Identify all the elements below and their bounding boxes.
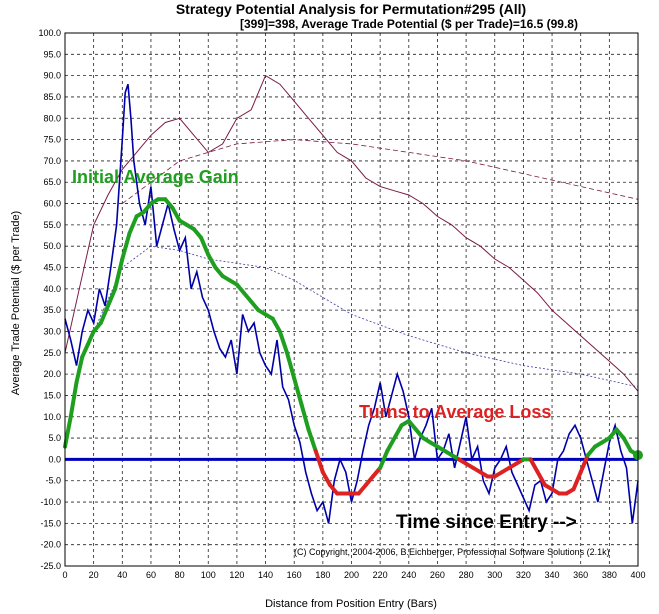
x-tick-label: 180 — [315, 570, 330, 580]
smoothed-segment-gain — [170, 205, 182, 223]
y-axis-label: Average Trade Potential ($ per Trade) — [10, 211, 22, 395]
y-tick-label: 60.0 — [43, 199, 61, 209]
x-tick-labels: 0 20 40 60 80 100 120 140 160 180 200 220 240 260 280 3… — [62, 570, 645, 580]
smoothed-segment-gain — [113, 256, 125, 291]
smoothed-segment-gain — [74, 355, 85, 385]
x-tick-label: 20 — [89, 570, 99, 580]
x-tick-label: 100 — [201, 570, 216, 580]
y-tick-label: -20.0 — [40, 540, 61, 550]
y-tick-label: 65.0 — [43, 177, 61, 187]
y-tick-labels: 100.0 95.0 90.0 85.0 80.0 75.0 70.0 65.0 60.0 55.… — [38, 28, 61, 571]
y-tick-label: -5.0 — [45, 476, 61, 486]
y-tick-label: 80.0 — [43, 113, 61, 123]
annotation-time-since-entry: Time since Entry --> — [396, 512, 577, 533]
smoothed-segment-loss — [535, 470, 547, 487]
y-tick-label: 15.0 — [43, 390, 61, 400]
y-tick-label: 85.0 — [43, 92, 61, 102]
x-tick-label: 40 — [117, 570, 127, 580]
annotation-turns-loss: Turns to Average Loss — [359, 402, 551, 422]
x-axis-label: Distance from Position Entry (Bars) — [265, 598, 437, 610]
smoothed-segment-gain — [306, 427, 318, 453]
plot-frame — [64, 32, 639, 567]
y-tick-label: 0.0 — [48, 454, 61, 464]
y-tick-label: 35.0 — [43, 305, 61, 315]
y-tick-label: 40.0 — [43, 284, 61, 294]
x-tick-label: 260 — [430, 570, 445, 580]
smoothed-segment-loss — [571, 470, 583, 492]
x-tick-label: 300 — [487, 570, 502, 580]
smoothed-segment-gain — [292, 376, 304, 406]
smoothed-segment-gain — [85, 329, 96, 347]
smoothed-segment-loss — [320, 470, 333, 487]
y-tick-label: 90.0 — [43, 71, 61, 81]
smoothed-segment-gain — [206, 252, 218, 270]
y-tick-label: 25.0 — [43, 348, 61, 358]
x-tick-label: 380 — [602, 570, 617, 580]
y-tick-label: 100.0 — [38, 28, 61, 38]
y-tick-label: 55.0 — [43, 220, 61, 230]
y-tick-label: -10.0 — [40, 497, 61, 507]
copyright-note: (C) Copyright, 2004-2006, B.Eichberger, … — [294, 547, 610, 557]
x-tick-label: 120 — [229, 570, 244, 580]
y-tick-label: 75.0 — [43, 135, 61, 145]
x-tick-label: 0 — [62, 570, 67, 580]
y-tick-label: 30.0 — [43, 326, 61, 336]
series-envelope-mid — [122, 139, 639, 204]
x-tick-label: 60 — [146, 570, 156, 580]
smoothed-segment-gain — [105, 286, 118, 308]
x-tick-label: 160 — [287, 570, 302, 580]
smoothed-segment-gain — [120, 231, 132, 261]
smoothed-segment-gain — [127, 214, 139, 236]
smoothed-segment-gain — [270, 316, 282, 334]
smoothed-segment-gain — [80, 342, 90, 360]
y-tick-label: 5.0 — [48, 433, 61, 443]
x-tick-label: 400 — [630, 570, 645, 580]
smoothed-segment-loss — [528, 457, 540, 475]
x-tick-label: 80 — [175, 570, 185, 580]
series-upper-envelope — [64, 74, 639, 392]
y-tick-label: -25.0 — [40, 561, 61, 571]
series-layer — [63, 74, 643, 524]
smoothed-segment-gain — [277, 329, 290, 355]
chart-title: Strategy Potential Analysis for Permutat… — [176, 1, 526, 17]
chart-subtitle: [399]=398, Average Trade Potential ($ pe… — [240, 17, 578, 31]
x-tick-label: 340 — [545, 570, 560, 580]
smoothed-segment-gain — [621, 436, 633, 453]
x-tick-label: 220 — [373, 570, 388, 580]
x-tick-label: 140 — [258, 570, 273, 580]
smoothed-segment-loss — [313, 448, 325, 475]
smoothed-segment-gain — [385, 436, 397, 453]
smoothed-segment-gain — [63, 414, 73, 449]
y-tick-label: 70.0 — [43, 156, 61, 166]
smoothed-segment-gain — [299, 401, 311, 432]
y-tick-label: 10.0 — [43, 412, 61, 422]
y-tick-label: 95.0 — [43, 49, 61, 59]
smoothed-segment-loss — [578, 453, 590, 475]
smoothed-segment-gain — [285, 350, 297, 381]
smoothed-segment-gain — [199, 235, 211, 257]
x-tick-label: 320 — [516, 570, 531, 580]
smoothed-segment-gain — [98, 303, 110, 325]
y-tick-label: -15.0 — [40, 518, 61, 528]
smoothed-segment-gain — [378, 448, 390, 470]
smoothed-segment-gain — [68, 380, 79, 419]
x-tick-label: 240 — [401, 570, 416, 580]
x-tick-label: 200 — [344, 570, 359, 580]
y-tick-label: 20.0 — [43, 369, 61, 379]
y-tick-label: 45.0 — [43, 263, 61, 273]
annotation-initial-gain: Initial Average Gain — [72, 167, 239, 187]
smoothed-segment-gain — [392, 423, 404, 441]
y-tick-label: 50.0 — [43, 241, 61, 251]
x-tick-label: 360 — [573, 570, 588, 580]
x-tick-label: 280 — [459, 570, 474, 580]
